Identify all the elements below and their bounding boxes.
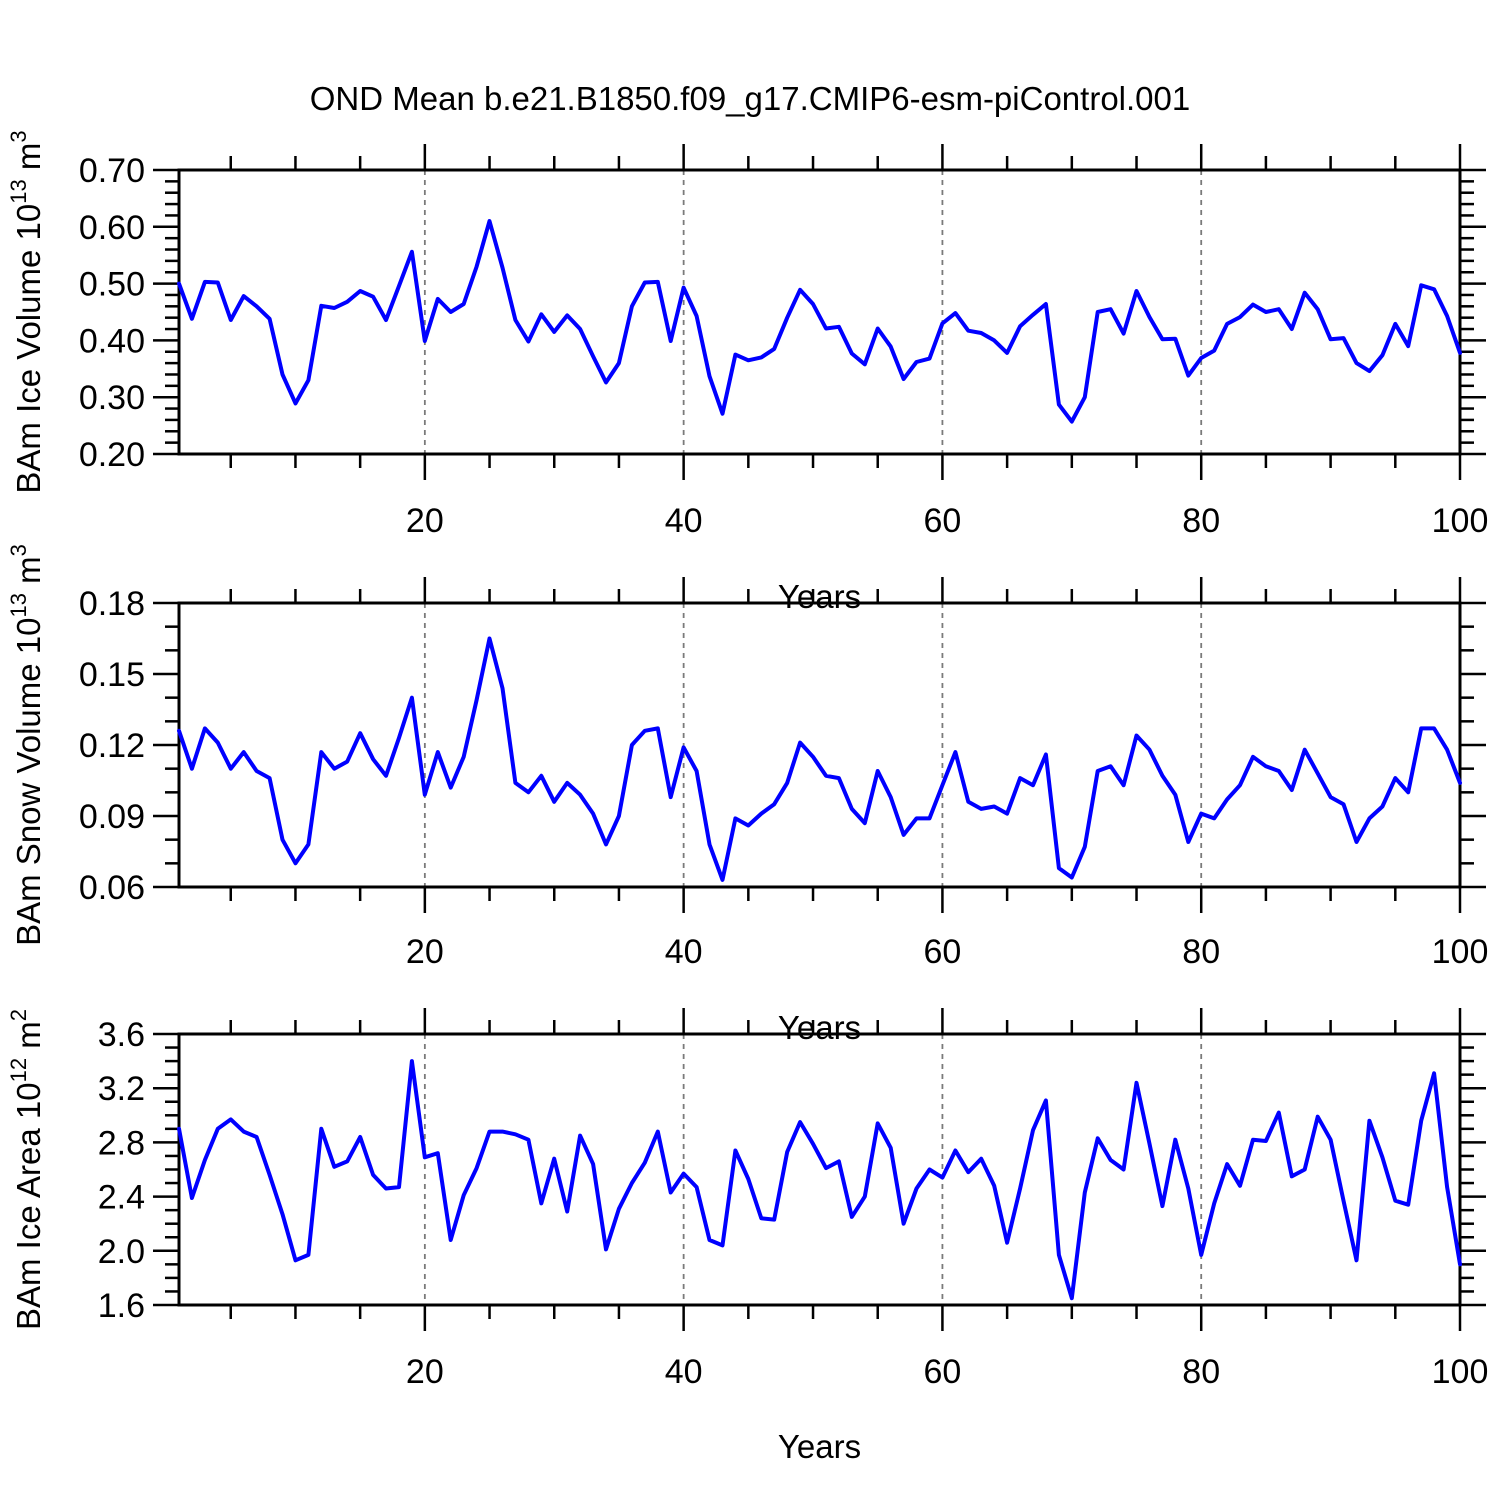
x-tick-label: 80 <box>1182 933 1220 971</box>
x-tick-label: 60 <box>924 502 962 540</box>
y-tick-label: 2.4 <box>98 1179 145 1217</box>
y-tick-label: 0.30 <box>79 379 145 417</box>
x-tick-label: 20 <box>406 933 444 971</box>
y-axis-label: BAm Snow Volume 1013 m3 <box>6 544 47 946</box>
y-tick-label: 2.0 <box>98 1233 145 1271</box>
x-axis-label: Years <box>778 1428 861 1465</box>
x-tick-label: 80 <box>1182 1353 1220 1391</box>
x-tick-label: 100 <box>1432 933 1489 971</box>
y-tick-label: 0.18 <box>79 585 145 623</box>
y-tick-label: 0.70 <box>79 152 145 190</box>
snow-volume-line <box>177 636 1462 882</box>
y-tick-label: 0.15 <box>79 656 145 694</box>
x-tick-label: 100 <box>1432 502 1489 540</box>
x-tick-label: 20 <box>406 502 444 540</box>
y-axis-label: BAm Ice Area 1012 m2 <box>6 1009 47 1330</box>
y-tick-label: 2.8 <box>98 1124 145 1162</box>
axis-box <box>177 168 1462 456</box>
axis-box <box>177 601 1462 889</box>
y-tick-label: 0.50 <box>79 266 145 304</box>
y-tick-label: 0.40 <box>79 322 145 360</box>
x-axis-label: Years <box>778 578 861 615</box>
y-tick-label: 0.06 <box>79 869 145 907</box>
x-tick-label: 100 <box>1432 1353 1489 1391</box>
ice-area-line <box>177 1059 1462 1301</box>
panel-ice-area: 1.6 2.0 2.4 2.8 3.2 3.6 20 40 60 80 100 Years BAm Ic… <box>6 1008 1488 1465</box>
x-tick-label: 40 <box>665 502 703 540</box>
y-axis-label: BAm Ice Volume 1013 m3 <box>6 130 47 493</box>
panel-snow-volume: 0.06 0.09 0.12 0.15 0.18 20 40 60 80 100 Years BAm … <box>6 544 1488 1046</box>
x-tick-label: 40 <box>665 933 703 971</box>
y-tick-label: 3.6 <box>98 1016 145 1054</box>
panel-ice-volume: 0.20 0.30 0.40 0.50 0.60 0.70 20 40 60 80 100 Years… <box>6 130 1488 615</box>
y-tick-label: 0.60 <box>79 209 145 247</box>
x-tick-label: 40 <box>665 1353 703 1391</box>
y-tick-label: 0.09 <box>79 798 145 836</box>
x-tick-label: 60 <box>924 933 962 971</box>
y-tick-label: 0.20 <box>79 436 145 474</box>
y-tick-label: 1.6 <box>98 1287 145 1325</box>
x-tick-label: 20 <box>406 1353 444 1391</box>
y-tick-label: 3.2 <box>98 1070 145 1108</box>
y-tick-label: 0.12 <box>79 727 145 765</box>
x-tick-label: 80 <box>1182 502 1220 540</box>
axis-ticks <box>153 577 1486 913</box>
ice-volume-line <box>177 219 1462 424</box>
x-tick-label: 60 <box>924 1353 962 1391</box>
figure-title: OND Mean b.e21.B1850.f09_g17.CMIP6-esm-p… <box>309 80 1191 117</box>
axis-ticks <box>153 1008 1486 1331</box>
x-axis-label: Years <box>778 1009 861 1046</box>
axis-ticks <box>153 144 1486 480</box>
